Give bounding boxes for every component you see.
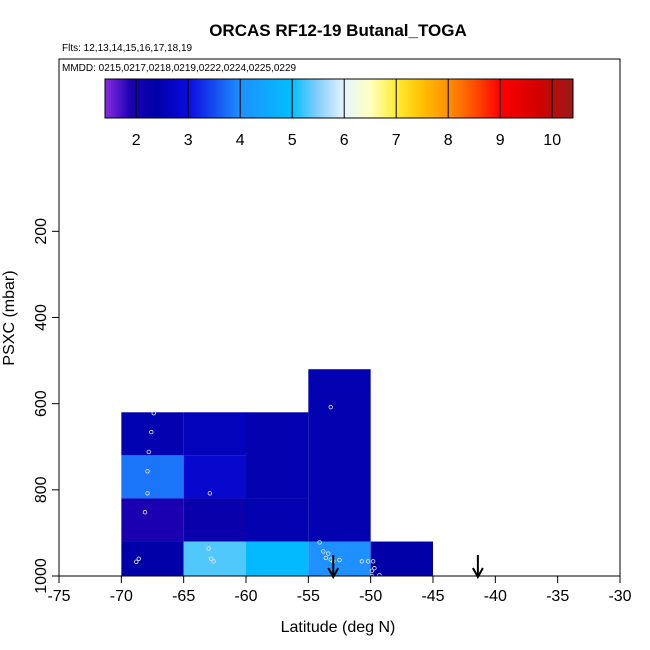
y-tick-label: 400 (33, 304, 50, 331)
colorbar-tick-label: 5 (288, 132, 297, 149)
x-axis: -75 -70 -65 -60 -55 -50 -45 -40 -35 -30 (47, 576, 632, 605)
flights-label: Flts: 12,13,14,15,16,17,18,19 (62, 43, 193, 54)
x-axis-label: Latitude (deg N) (281, 619, 396, 636)
sample-point (145, 491, 150, 496)
data-cell (370, 541, 433, 576)
data-cell (183, 455, 246, 499)
sample-point (136, 556, 141, 561)
x-tick-label: -60 (234, 588, 257, 605)
x-tick-label: -75 (47, 588, 70, 605)
sample-point (207, 491, 213, 496)
x-tick-label: -30 (608, 588, 631, 605)
x-tick-label: -55 (297, 588, 320, 605)
data-cell (121, 498, 184, 542)
mmdd-label: MMDD: 0215,0217,0218,0219,0222,0224,0225… (62, 63, 297, 74)
sample-point (151, 410, 156, 416)
sample-point (146, 449, 151, 455)
flight-arrow-head (327, 567, 340, 580)
colorbar-gradient (104, 78, 574, 119)
chart-title: ORCAS RF12-19 Butanal_TOGA (209, 21, 467, 40)
data-cell (308, 541, 371, 576)
x-tick-label: -35 (546, 588, 569, 605)
sample-point (359, 559, 365, 564)
sample-point (134, 559, 139, 564)
colorbar: 2 3 4 5 6 7 8 9 10 (104, 78, 574, 149)
x-tick-label: -50 (359, 588, 382, 605)
colorbar-tick-label: 9 (496, 132, 505, 149)
sample-point (145, 469, 150, 474)
y-tick-label: 200 (33, 218, 50, 245)
colorbar-tick-label: 6 (340, 132, 349, 149)
sample-point (317, 540, 322, 545)
sample-point (337, 557, 342, 563)
flight-arrows (327, 555, 484, 580)
sample-points (134, 404, 382, 576)
sample-point (365, 559, 371, 564)
x-tick-label: -70 (110, 588, 133, 605)
colorbar-tick-label: 2 (132, 132, 141, 149)
colorbar-tick-label: 3 (184, 132, 193, 149)
y-axis-label: PSXC (mbar) (1, 270, 18, 365)
y-tick-label: 800 (33, 476, 50, 503)
data-cell (308, 369, 371, 542)
y-axis: 200 400 600 800 1000 (33, 218, 59, 594)
sample-point (149, 429, 154, 435)
y-tick-label: 600 (33, 390, 50, 417)
data-cell (246, 412, 309, 499)
data-cell (183, 541, 246, 576)
sample-point (211, 559, 216, 564)
colorbar-tick-label: 7 (392, 132, 401, 149)
colorbar-tick-label: 4 (236, 132, 245, 149)
data-cells (121, 369, 433, 576)
sample-point (377, 572, 382, 576)
sample-point (372, 566, 377, 571)
sample-point (323, 555, 328, 561)
sample-point (370, 559, 376, 564)
flight-arrow-head (472, 567, 484, 580)
colorbar-tick-label: 10 (543, 132, 561, 149)
sample-point (321, 549, 326, 554)
data-cell (246, 498, 309, 542)
data-cell (246, 541, 309, 576)
sample-point (206, 546, 211, 551)
data-cell (121, 541, 184, 576)
sample-point (328, 404, 333, 410)
x-tick-label: -40 (484, 588, 507, 605)
sample-point (208, 556, 214, 561)
sample-point (326, 551, 331, 556)
data-cell (121, 455, 184, 499)
data-cell (183, 498, 246, 542)
y-tick-label: 1000 (33, 558, 50, 594)
colorbar-tick-label: 8 (444, 132, 453, 149)
x-tick-label: -65 (172, 588, 195, 605)
sample-point (369, 568, 375, 574)
data-cell (183, 412, 246, 456)
sample-point (142, 510, 148, 515)
sample-point (369, 573, 375, 576)
x-tick-label: -45 (421, 588, 444, 605)
